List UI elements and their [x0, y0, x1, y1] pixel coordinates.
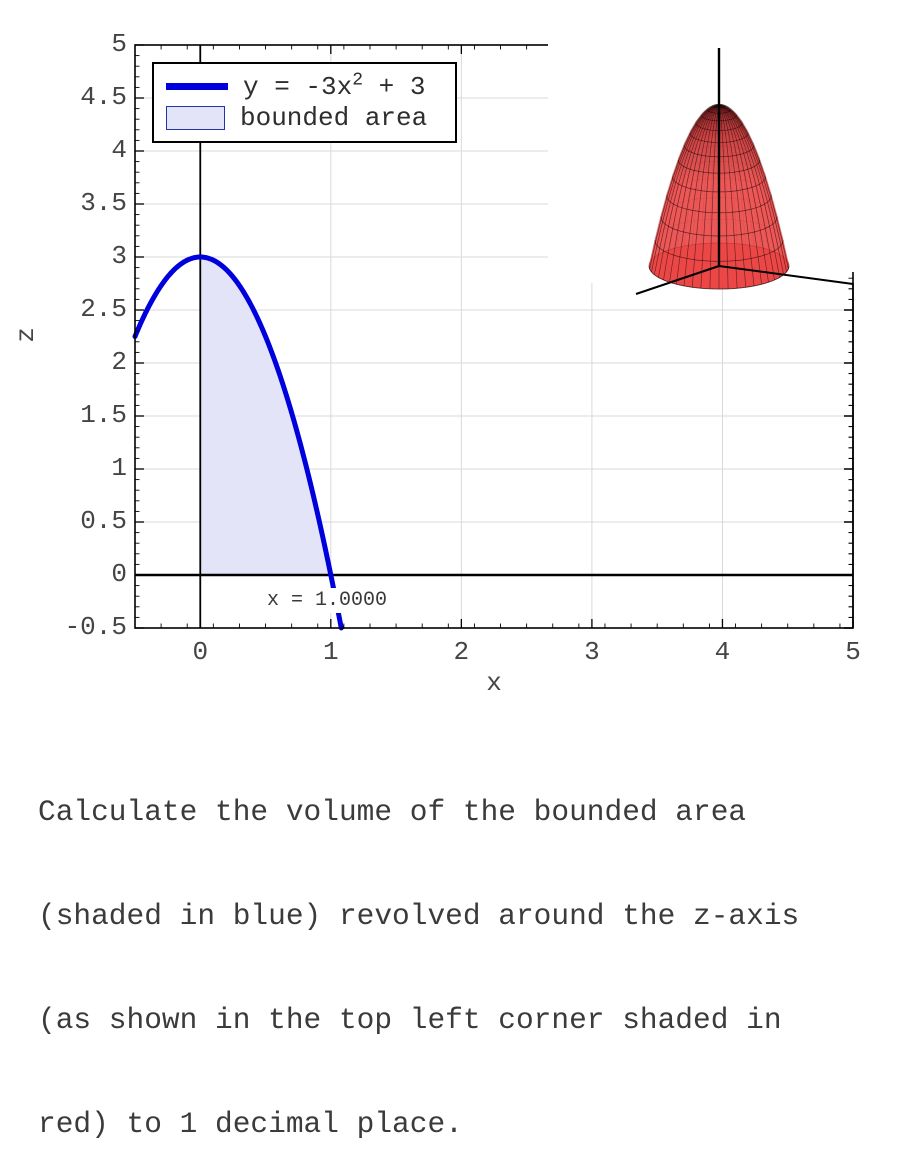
legend: y = -3x2 + 3 bounded area: [152, 62, 457, 143]
x-axis-label: x: [486, 668, 502, 698]
y-tick-label: 0.5: [80, 506, 127, 536]
inset-3d-solid-of-revolution: [548, 38, 898, 629]
y-tick-label: 2.5: [80, 294, 127, 324]
x-tick-label: 0: [192, 637, 209, 667]
question-line: (as shown in the top left corner shaded …: [38, 1002, 782, 1037]
x-tick-label: 2: [453, 637, 470, 667]
y-tick-label: 1: [111, 453, 127, 483]
y-tick-label: 1.5: [80, 400, 127, 430]
legend-row-curve: y = -3x2 + 3: [166, 70, 443, 102]
y-tick-label: 4: [111, 135, 127, 165]
area-legend-label: bounded area: [240, 103, 428, 134]
z-axis-label: z: [10, 327, 41, 343]
curve-line-sample: [166, 83, 228, 91]
question-text: Calculate the volume of the bounded area…: [38, 726, 799, 1176]
question-line: (shaded in blue) revolved around the z-a…: [38, 898, 800, 933]
plot-svg: [132, 38, 898, 631]
y-tick-label: 2: [111, 347, 127, 377]
figure: y = -3x2 + 3 bounded area x = 1.0000 x z…: [10, 29, 898, 698]
y-tick-label: 3.5: [80, 188, 127, 218]
question-line: Calculate the volume of the bounded area: [38, 795, 747, 830]
x-tick-label: 3: [584, 637, 600, 667]
y-tick-label: 0: [111, 559, 127, 589]
inset-x-axis: [635, 265, 720, 295]
parabola-curve: [132, 254, 344, 631]
y-tick-label: -0.5: [64, 612, 127, 642]
inset-y-axis: [718, 265, 854, 285]
y-tick-label: 3: [111, 241, 127, 271]
curve-legend-label: y = -3x2 + 3: [243, 70, 426, 102]
legend-row-area: bounded area: [166, 105, 443, 131]
x-tick-label: 1: [323, 637, 339, 667]
bounded-area-fill: [200, 257, 331, 575]
question-line: red) to 1 decimal place.: [38, 1106, 463, 1141]
x-annotation: x = 1.0000: [262, 588, 393, 613]
y-tick-label: 5: [111, 29, 127, 59]
bounded-area-swatch: [166, 106, 225, 131]
x-tick-label: 5: [845, 637, 861, 667]
y-tick-label: 4.5: [80, 82, 127, 112]
x-tick-label: 4: [714, 637, 731, 667]
